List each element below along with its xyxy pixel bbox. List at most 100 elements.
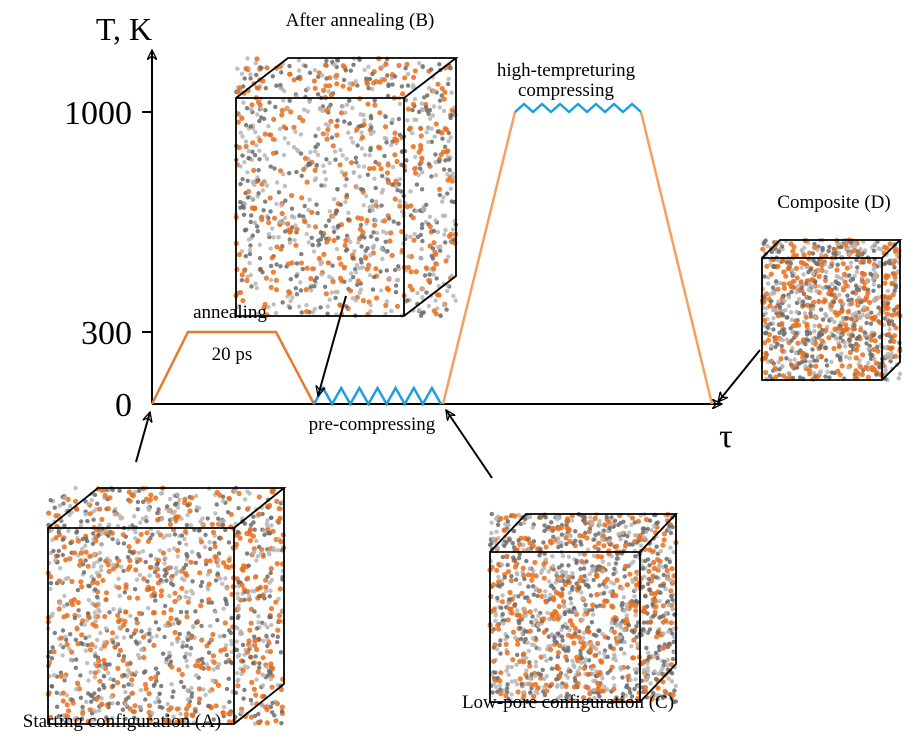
atom-gray bbox=[818, 345, 822, 349]
atom-gray bbox=[809, 267, 813, 271]
atom-orange bbox=[843, 327, 848, 332]
atom-orange bbox=[886, 274, 891, 279]
atom-gray bbox=[545, 611, 549, 615]
atom-gray bbox=[285, 106, 289, 110]
atom-orange bbox=[867, 259, 872, 264]
atom-gray bbox=[847, 252, 851, 256]
atom-orange bbox=[790, 364, 795, 369]
atom-orange bbox=[614, 544, 619, 549]
atom-orange bbox=[309, 210, 314, 215]
atom-gray bbox=[843, 344, 847, 348]
y-tick-label: 1000 bbox=[64, 95, 132, 132]
atom-gray bbox=[612, 567, 616, 571]
structure-image bbox=[760, 237, 903, 382]
atom-orange bbox=[199, 665, 204, 670]
atom-gray bbox=[267, 100, 271, 104]
atom-gray bbox=[157, 692, 161, 696]
atom-orange bbox=[115, 666, 120, 671]
atom-gray bbox=[413, 155, 417, 159]
atom-gray bbox=[895, 253, 899, 257]
atom-gray bbox=[239, 710, 243, 714]
atom-gray bbox=[654, 651, 658, 655]
atom-gray bbox=[783, 331, 787, 335]
atom-gray bbox=[534, 664, 538, 668]
atom-gray bbox=[549, 584, 553, 588]
atom-gray bbox=[312, 284, 316, 288]
atom-gray bbox=[552, 635, 556, 639]
atom-orange bbox=[107, 569, 112, 574]
atom-gray bbox=[304, 303, 308, 307]
atom-gray bbox=[374, 186, 378, 190]
atom-gray bbox=[316, 127, 320, 131]
atom-gray bbox=[597, 583, 601, 587]
atom-orange bbox=[383, 62, 388, 67]
atom-gray bbox=[251, 515, 255, 519]
atom-gray bbox=[431, 256, 435, 260]
atom-gray bbox=[869, 322, 873, 326]
atom-gray bbox=[623, 574, 627, 578]
atom-gray bbox=[99, 568, 103, 572]
atom-orange bbox=[863, 365, 868, 370]
atom-gray bbox=[666, 630, 670, 634]
atom-gray bbox=[281, 300, 285, 304]
atom-gray bbox=[240, 204, 244, 208]
atom-gray bbox=[602, 591, 606, 595]
atom-orange bbox=[237, 145, 242, 150]
atom-gray bbox=[622, 595, 626, 599]
atom-gray bbox=[144, 560, 148, 564]
atom-gray bbox=[355, 185, 359, 189]
atom-gray bbox=[361, 113, 365, 117]
atom-gray bbox=[117, 653, 121, 657]
atom-gray bbox=[626, 665, 630, 669]
atom-gray bbox=[344, 177, 348, 181]
atom-gray bbox=[320, 260, 324, 264]
atom-gray bbox=[813, 315, 817, 319]
atom-orange bbox=[519, 591, 524, 596]
atom-orange bbox=[445, 148, 450, 153]
atom-orange bbox=[837, 344, 842, 349]
atom-gray bbox=[303, 64, 307, 68]
atom-gray bbox=[329, 290, 333, 294]
atom-gray bbox=[171, 622, 175, 626]
atom-gray bbox=[614, 618, 618, 622]
atom-orange bbox=[518, 676, 523, 681]
atom-gray bbox=[398, 102, 402, 106]
atom-gray bbox=[144, 515, 148, 519]
atom-gray bbox=[194, 673, 198, 677]
atom-gray bbox=[451, 227, 455, 231]
atom-gray bbox=[363, 153, 367, 157]
atom-orange bbox=[245, 576, 250, 581]
atom-orange bbox=[227, 558, 232, 563]
atom-orange bbox=[46, 510, 51, 515]
atom-orange bbox=[103, 493, 108, 498]
atom-gray bbox=[577, 629, 581, 633]
atom-orange bbox=[615, 578, 620, 583]
atom-orange bbox=[789, 241, 794, 246]
atom-gray bbox=[318, 305, 322, 309]
atom-gray bbox=[218, 577, 222, 581]
atom-gray bbox=[590, 522, 594, 526]
atom-gray bbox=[590, 620, 594, 624]
atom-gray bbox=[315, 211, 319, 215]
atom-gray bbox=[101, 683, 105, 687]
atom-gray bbox=[333, 158, 337, 162]
atom-gray bbox=[90, 498, 94, 502]
atom-gray bbox=[241, 643, 245, 647]
atom-gray bbox=[263, 180, 267, 184]
atom-gray bbox=[514, 578, 518, 582]
atom-gray bbox=[208, 547, 212, 551]
arrow bbox=[136, 412, 150, 462]
atom-gray bbox=[194, 561, 198, 565]
atom-orange bbox=[266, 220, 271, 225]
atom-orange bbox=[641, 659, 646, 664]
atom-gray bbox=[449, 90, 453, 94]
atom-gray bbox=[53, 631, 57, 635]
atom-gray bbox=[279, 70, 283, 74]
atom-gray bbox=[194, 621, 198, 625]
atom-gray bbox=[236, 506, 240, 510]
atom-gray bbox=[49, 498, 53, 502]
atom-orange bbox=[418, 126, 423, 131]
atom-orange bbox=[613, 593, 618, 598]
atom-gray bbox=[190, 691, 194, 695]
atom-orange bbox=[829, 288, 834, 293]
